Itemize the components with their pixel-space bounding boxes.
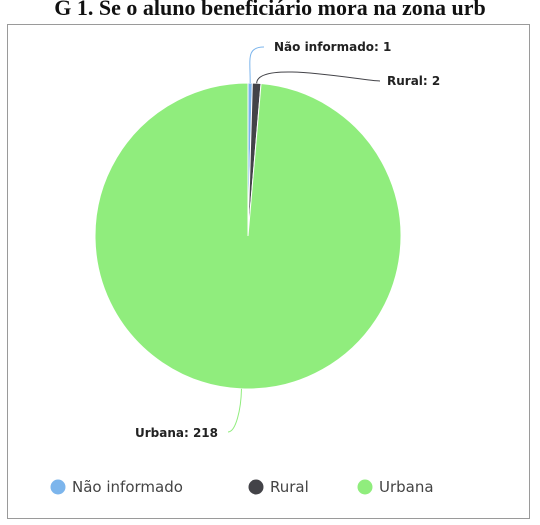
connector-urbana [227,388,242,433]
legend-item-rural[interactable]: Rural [248,478,309,496]
connector-nao-informado [249,46,265,84]
legend-swatch-nao-informado [50,479,66,495]
legend-item-urbana[interactable]: Urbana [357,478,434,496]
legend-swatch-urbana [357,479,373,495]
legend-swatch-rural [248,479,264,495]
connector-rural [256,71,381,84]
figure-caption: G 1. Se o aluno beneficiário mora na zon… [54,0,486,20]
legend-item-nao-informado[interactable]: Não informado [50,478,183,496]
legend-label-rural: Rural [270,478,309,496]
legend-label-nao-informado: Não informado [72,478,183,496]
data-label-nao-informado: Não informado: 1 [274,40,391,54]
legend-label-urbana: Urbana [379,478,434,496]
pie-slice-urbana[interactable] [94,82,402,390]
data-label-rural: Rural: 2 [387,74,440,88]
data-label-urbana: Urbana: 218 [135,426,218,440]
